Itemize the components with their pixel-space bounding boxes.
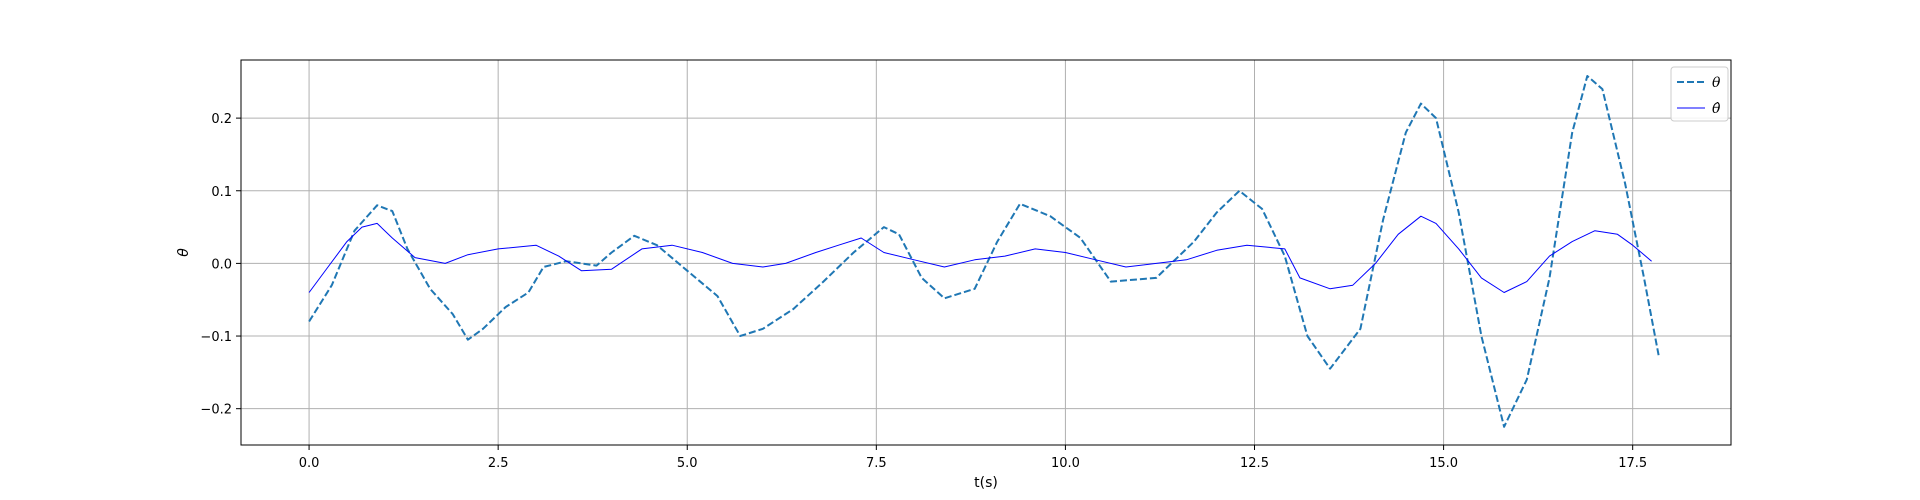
x-axis-label: t(s) bbox=[974, 475, 998, 491]
y-tick-label: 0.1 bbox=[211, 185, 232, 200]
y-tick-label: 0.2 bbox=[211, 112, 232, 127]
x-tick-label: 2.5 bbox=[488, 456, 509, 471]
x-tick-label: 0.0 bbox=[299, 456, 320, 471]
x-tick-label: 5.0 bbox=[677, 456, 698, 471]
series-layer bbox=[308, 75, 1661, 428]
series-line-0 bbox=[308, 75, 1661, 428]
x-tick-label: 10.0 bbox=[1051, 456, 1080, 471]
x-tick-label: 12.5 bbox=[1240, 456, 1269, 471]
x-tick-label: 7.5 bbox=[866, 456, 887, 471]
series-line-1 bbox=[308, 215, 1652, 293]
y-tick-label: −0.2 bbox=[200, 403, 232, 418]
x-tick-label: 15.0 bbox=[1429, 456, 1458, 471]
y-tick-label: −0.1 bbox=[200, 330, 232, 345]
plot-frame bbox=[240, 59, 1732, 446]
tick-layer: 0.0 2.5 5.0 7.5 10.0 12.5 15.0 17.5 −0.2 −0.1 0.0 0… bbox=[200, 112, 1647, 471]
legend-label-theta: θ bbox=[1712, 75, 1721, 91]
y-tick-label: 0.0 bbox=[211, 257, 232, 272]
legend-label-theta-hat: θ̂ bbox=[1712, 101, 1721, 117]
x-tick-label: 17.5 bbox=[1618, 456, 1647, 471]
legend: θ θ̂ bbox=[1670, 66, 1729, 122]
grid-lines bbox=[241, 60, 1731, 445]
y-axis-label: θ bbox=[176, 248, 192, 257]
